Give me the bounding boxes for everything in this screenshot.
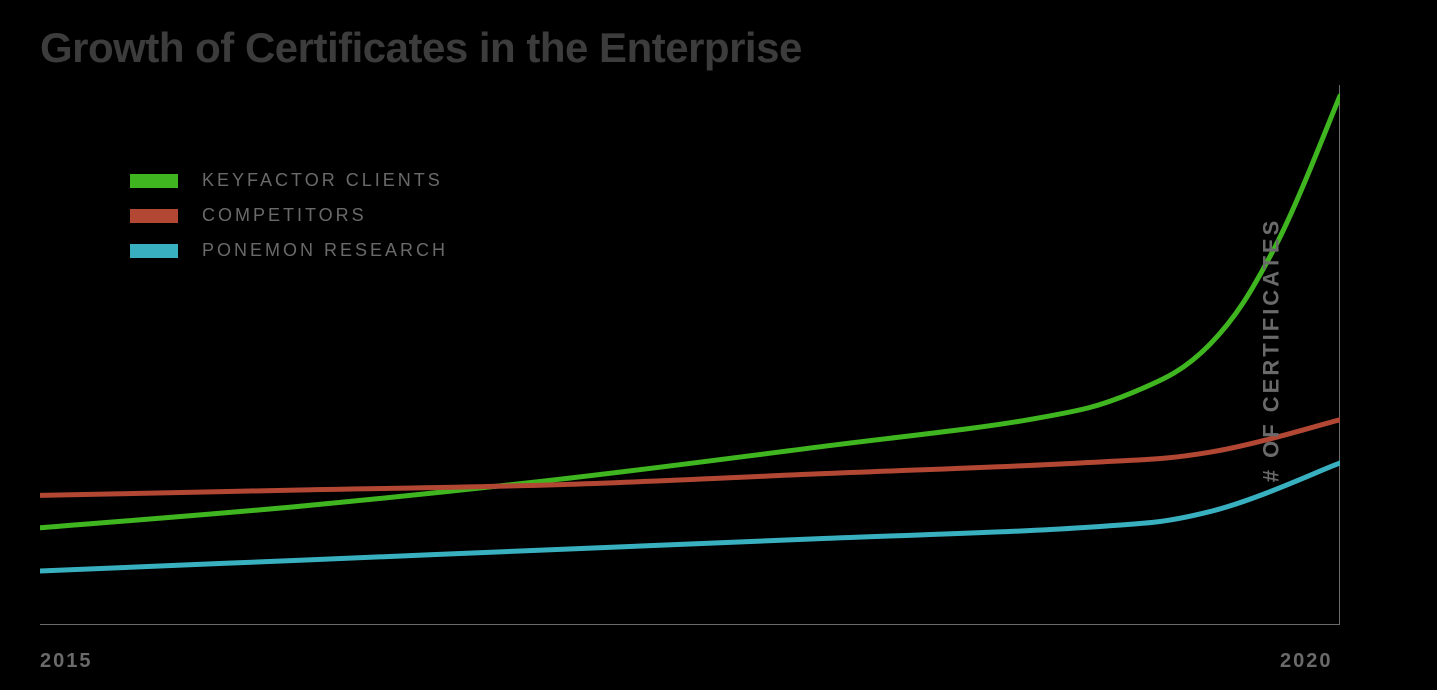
legend-label: COMPETITORS	[202, 205, 367, 226]
x-axis-start-label: 2015	[40, 650, 93, 673]
chart-title: Growth of Certificates in the Enterprise	[40, 24, 802, 72]
chart-plot	[40, 85, 1340, 625]
legend-swatch	[130, 174, 178, 188]
legend: KEYFACTOR CLIENTS COMPETITORS PONEMON RESE…	[130, 170, 448, 275]
legend-label: PONEMON RESEARCH	[202, 240, 448, 261]
legend-item: PONEMON RESEARCH	[130, 240, 448, 261]
legend-item: KEYFACTOR CLIENTS	[130, 170, 448, 191]
series-line	[40, 96, 1340, 528]
y-axis-label: # OF CERTIFICATES	[1258, 218, 1284, 483]
legend-swatch	[130, 209, 178, 223]
chart-container: Growth of Certificates in the Enterprise…	[0, 0, 1437, 690]
x-axis-end-label: 2020	[1280, 650, 1333, 673]
series-line	[40, 420, 1340, 496]
legend-swatch	[130, 244, 178, 258]
series-group	[40, 96, 1340, 571]
legend-label: KEYFACTOR CLIENTS	[202, 170, 443, 191]
legend-item: COMPETITORS	[130, 205, 448, 226]
